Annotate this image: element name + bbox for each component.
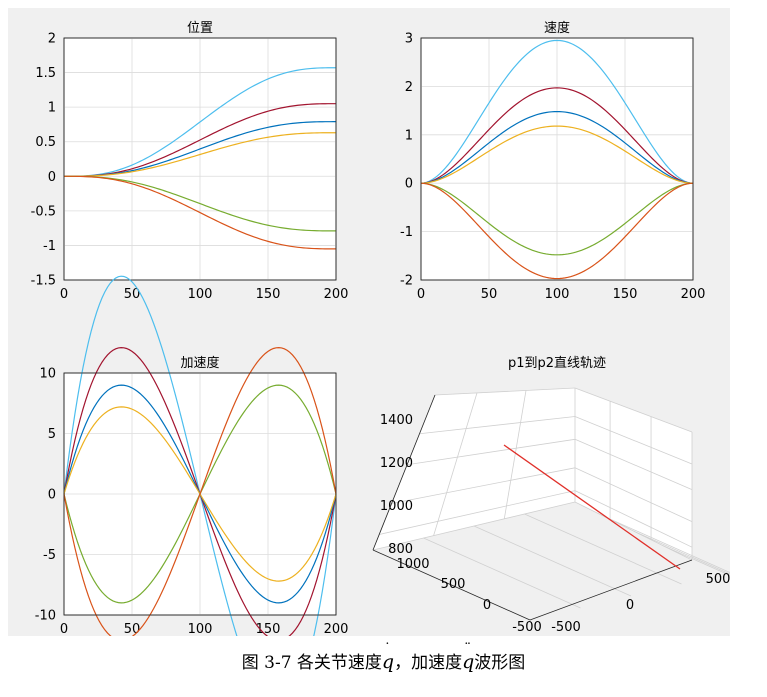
- y-tick-label: 1: [405, 128, 413, 143]
- x-tick-label: 0: [60, 622, 68, 636]
- series-line-joint1: [63, 67, 336, 177]
- grid-z-left: [407, 438, 576, 466]
- acceleration-symbol-letter: q: [462, 651, 475, 673]
- grid-floor: [524, 513, 682, 585]
- x-tick-label: 50: [124, 287, 141, 302]
- grid-z-right: [574, 490, 693, 548]
- axes-frame: [420, 37, 694, 281]
- series-line-joint6: [420, 182, 694, 280]
- z-axis-line: [372, 394, 436, 551]
- acceleration-subplot: 加速度 0 50 100 150 200 -10 -5 0 5 10: [35, 275, 349, 697]
- x-axis-line: [529, 559, 693, 621]
- grid-wall-left: [433, 392, 478, 536]
- axes-frame: [63, 37, 337, 281]
- series-line-joint6: [63, 346, 337, 642]
- y-tick-label: -10: [35, 609, 56, 624]
- z-tick-label: 1200: [380, 456, 413, 471]
- series-line-joint3: [420, 110, 694, 184]
- y-tick-label: 5: [48, 427, 56, 442]
- x-tick-label: 500: [706, 572, 730, 587]
- x-tick-label: 150: [613, 287, 638, 302]
- x-tick-label: 200: [324, 622, 349, 636]
- x-tick-label: 100: [188, 622, 213, 636]
- z-tick-label: 1400: [380, 413, 413, 428]
- grid-floor: [423, 537, 581, 609]
- x-tick-label: 100: [545, 287, 570, 302]
- grid-wall-left: [503, 390, 527, 519]
- x-tick-label: 200: [681, 287, 706, 302]
- y-tick-label: 0: [48, 488, 56, 503]
- grid-z-right: [574, 467, 693, 522]
- x-tick-label: 50: [124, 622, 141, 636]
- y-axis-line: [372, 549, 531, 621]
- series-line-joint6: [64, 175, 337, 250]
- acceleration-title: 加速度: [180, 355, 219, 371]
- x-tick-label: 0: [626, 598, 634, 613]
- acceleration-symbol: ¨ q: [462, 641, 475, 673]
- y-tick-label: 3: [405, 32, 413, 47]
- y-tick-label: -500: [512, 620, 542, 635]
- series-line-joint5: [420, 182, 694, 256]
- y-tick-label: -1: [43, 239, 56, 254]
- caption-prefix: 图 3-7 各关节速度: [241, 653, 382, 673]
- series-line-joint4: [64, 132, 336, 177]
- trajectory-line: [503, 444, 681, 570]
- z-tick-label: 1000: [380, 499, 413, 514]
- grid-z-right: [574, 416, 693, 465]
- x-tick-label: 0: [417, 287, 425, 302]
- axes-frame: [63, 372, 337, 616]
- velocity-symbol: ˙ q: [381, 641, 395, 673]
- y-tick-label: 1.5: [35, 66, 56, 81]
- y-tick-label: -5: [43, 548, 56, 563]
- position-subplot: 位置 0 50 100 150 200 -1.5 -1 -0.5 0 0.5 1 1.5 2: [31, 21, 349, 302]
- grid-z-left: [379, 490, 576, 535]
- grid-edge: [574, 387, 693, 433]
- series-line-joint5: [64, 175, 336, 232]
- axes-3d-bg: [373, 388, 692, 560]
- caption-suffix: 波形图: [474, 653, 526, 673]
- y-tick-label: 0: [405, 177, 413, 192]
- grid-z-left: [419, 416, 576, 435]
- y-tick-label: 0.5: [35, 135, 56, 150]
- x-tick-label: 150: [256, 287, 281, 302]
- y-tick-label: 0: [48, 170, 56, 185]
- x-tick-label: 0: [60, 287, 68, 302]
- y-tick-label: 1: [48, 101, 56, 116]
- x-tick-label: 50: [481, 287, 498, 302]
- y-tick-label: -1: [400, 225, 413, 240]
- x-tick-label: 100: [188, 287, 213, 302]
- y-tick-label: 2: [48, 32, 56, 47]
- grid-edge: [434, 387, 576, 396]
- grid-lines: [421, 38, 693, 280]
- z-tick-label: 800: [388, 542, 413, 557]
- position-title: 位置: [187, 21, 213, 36]
- y-tick-label: 1000: [396, 557, 429, 572]
- x-tick-label: -500: [551, 620, 581, 635]
- velocity-subplot: 速度 0 50 100 150 200 -2 -1 0 1 2 3: [400, 20, 705, 302]
- grid-floor: [473, 525, 632, 597]
- trajectory-3d-subplot: p1到p2直线轨迹 800100012001400-50005001000-50…: [372, 356, 767, 635]
- y-tick-label: 10: [39, 367, 56, 382]
- series-line-joint2: [420, 87, 694, 184]
- velocity-title: 速度: [544, 20, 570, 36]
- trajectory-title: p1到p2直线轨迹: [508, 356, 606, 371]
- series-line-joint4: [420, 125, 694, 184]
- y-tick-label: 2: [405, 80, 413, 95]
- velocity-symbol-letter: q: [381, 651, 395, 673]
- grid-z-right: [574, 438, 693, 490]
- caption-middle: ，加速度: [394, 653, 463, 673]
- figure-caption: 图 3-7 各关节速度 ˙ q，加速度 ¨ q波形图: [0, 641, 767, 673]
- y-tick-label: 500: [441, 577, 466, 592]
- x-tick-label: 200: [324, 287, 349, 302]
- y-tick-label: -1.5: [31, 274, 56, 289]
- y-tick-label: -2: [400, 274, 413, 289]
- series-line-joint1: [420, 39, 694, 184]
- y-tick-label: -0.5: [31, 204, 56, 219]
- series-line-joint2: [63, 103, 336, 177]
- x-tick-label: 150: [256, 622, 281, 636]
- grid-lines: [64, 38, 336, 280]
- y-tick-label: 0: [483, 598, 491, 613]
